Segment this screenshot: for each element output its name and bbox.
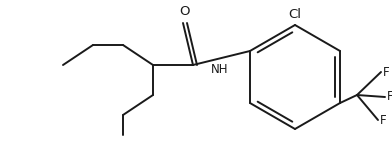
Text: F: F: [383, 65, 390, 79]
Text: Cl: Cl: [289, 8, 301, 21]
Text: O: O: [180, 5, 190, 18]
Text: F: F: [380, 113, 387, 126]
Text: NH: NH: [211, 63, 228, 76]
Text: F: F: [387, 91, 392, 103]
